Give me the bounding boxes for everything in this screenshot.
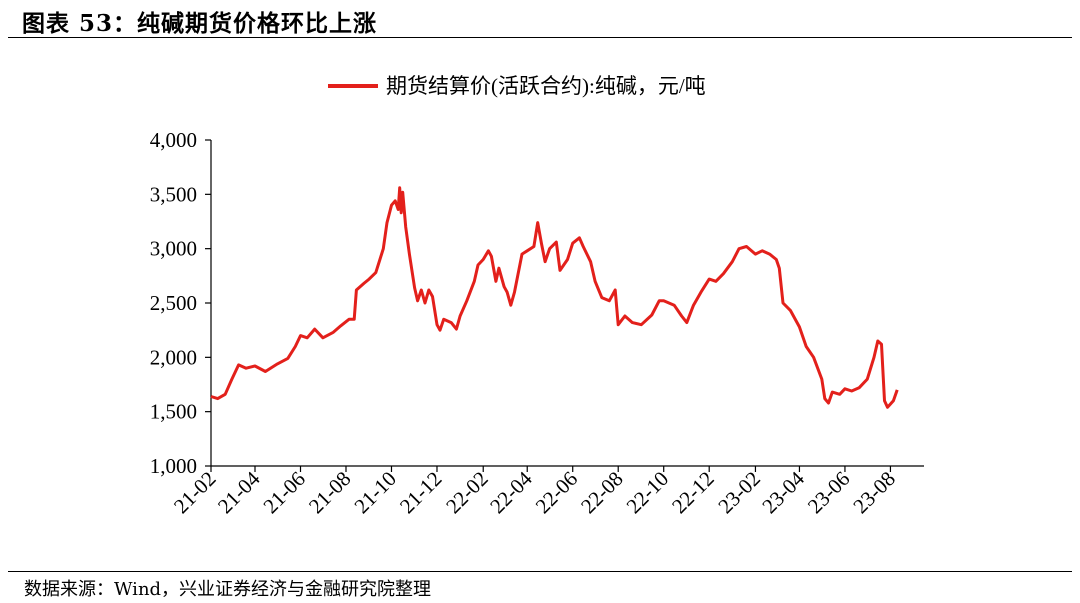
x-tick-label: 21-08	[304, 467, 356, 519]
y-tick-label: 3,000	[150, 237, 197, 261]
line-chart: 期货结算价(活跃合约):纯碱，元/吨 1,000 1,500 2,000 2,500 3…	[150, 74, 924, 518]
y-tick-label: 1,500	[150, 400, 197, 424]
x-tick-label: 23-08	[848, 467, 900, 519]
x-tick-label: 21-10	[349, 467, 401, 519]
y-tick-label: 2,500	[150, 291, 197, 315]
y-tick-label: 1,000	[150, 454, 197, 478]
x-tick-label: 23-02	[713, 467, 765, 519]
legend: 期货结算价(活跃合约):纯碱，元/吨	[328, 74, 706, 98]
x-tick-label: 23-06	[803, 467, 855, 519]
series-line	[210, 186, 899, 409]
axes: 1,0001,5002,0002,5003,0003,5004,00021-02…	[150, 128, 924, 518]
source-note: 数据来源：Wind，兴业证券经济与金融研究院整理	[24, 579, 432, 600]
x-tick-label: 21-12	[395, 467, 447, 519]
x-tick-label: 22-10	[622, 467, 674, 519]
x-tick-label: 22-02	[441, 467, 493, 519]
figure-title: 图表 53：纯碱期货价格环比上涨	[22, 10, 378, 37]
y-tick-label: 4,000	[150, 128, 197, 152]
x-tick-label: 21-04	[213, 466, 265, 518]
top-rule	[8, 37, 1072, 38]
x-tick-label: 22-12	[667, 467, 719, 519]
x-tick-label: 22-06	[531, 467, 583, 519]
x-tick-label: 22-08	[576, 467, 628, 519]
bottom-rule	[8, 571, 1072, 572]
legend-label: 期货结算价(活跃合约):纯碱，元/吨	[386, 74, 706, 98]
x-tick-label: 23-04	[757, 466, 809, 518]
x-tick-label: 21-06	[258, 467, 310, 519]
y-tick-label: 3,500	[150, 182, 197, 206]
x-tick-label: 22-04	[485, 466, 537, 518]
y-tick-label: 2,000	[150, 345, 197, 369]
